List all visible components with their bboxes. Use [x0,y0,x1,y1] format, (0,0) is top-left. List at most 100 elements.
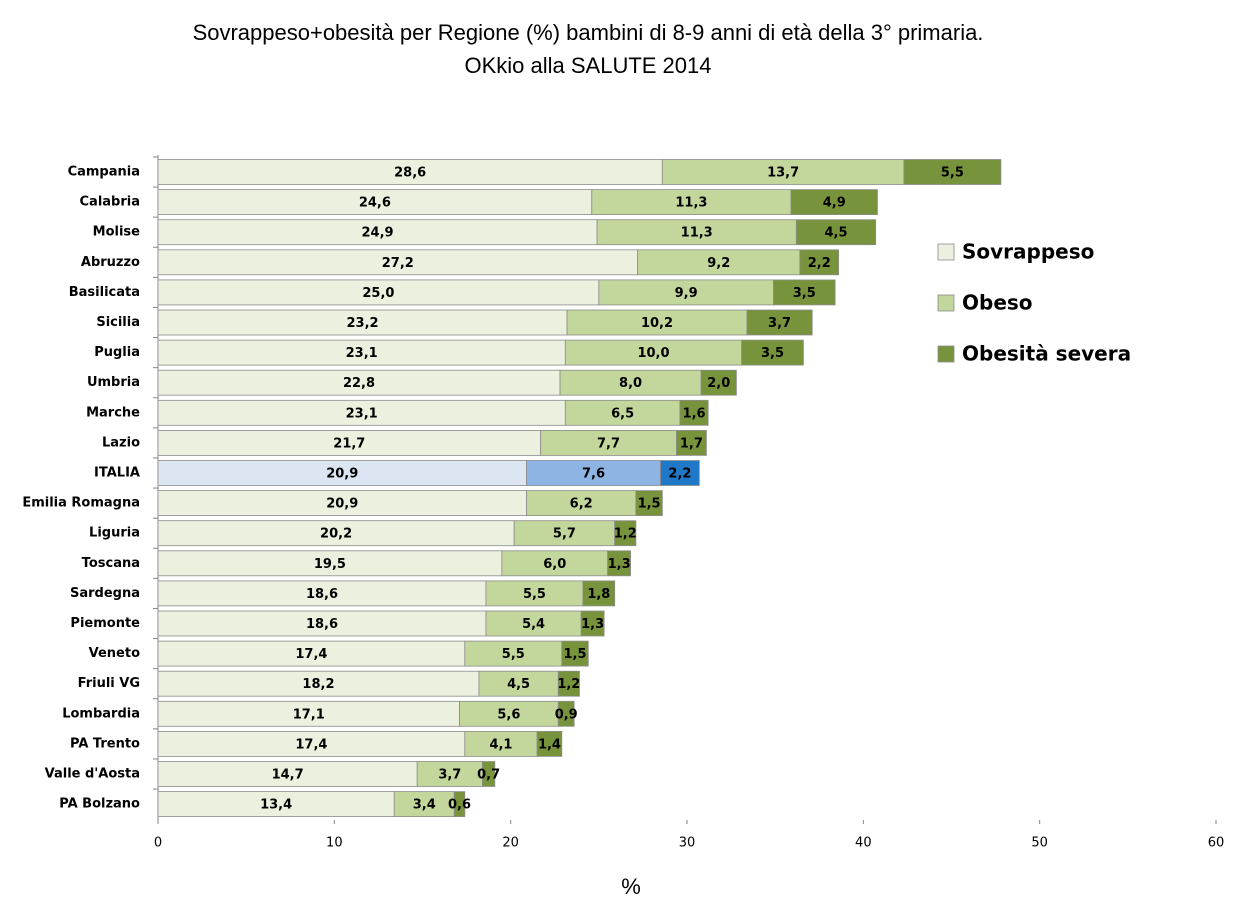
bar-segment [591,189,792,216]
data-label: 6,2 [570,497,593,512]
data-label: 17,4 [295,737,327,752]
bar-segment [790,189,878,216]
bar-segment [561,640,589,667]
data-label: 28,6 [394,166,426,181]
bar-segment [598,279,774,306]
category-label: Veneto [89,646,140,661]
data-label: 8,0 [619,376,642,391]
legend-swatch [937,294,955,312]
data-label: 1,5 [564,647,587,662]
data-label: 5,5 [502,647,525,662]
bar-segment [157,550,503,577]
data-label: 2,2 [668,467,691,482]
bar-segment [566,309,748,336]
data-label: 3,4 [413,798,436,813]
bar-segment [157,279,600,306]
bar-segment [464,731,538,757]
data-label: 17,1 [293,707,325,722]
bar-segment [540,429,677,456]
data-label: 5,5 [941,166,964,181]
data-label: 14,7 [272,768,304,783]
category-label: Molise [93,225,141,240]
bar-segment [559,369,702,396]
data-label: 10,0 [637,346,669,361]
data-label: 13,4 [260,798,292,813]
legend-swatch [937,345,955,363]
data-label: 27,2 [382,256,414,271]
bar-segment [157,339,566,366]
bar-segment [564,399,681,426]
bar-segment [582,580,616,607]
data-label: 6,5 [611,406,634,421]
data-label: 10,2 [641,316,673,331]
category-label: Abruzzo [81,255,140,270]
data-label: 4,9 [823,196,846,211]
category-label: Marche [86,405,140,420]
bar-segment [660,460,700,486]
legend-label: Sovrappeso [962,240,1094,264]
bar-segment [464,640,563,667]
data-label: 9,2 [707,256,730,271]
bar-segment [700,369,737,396]
data-label: 11,3 [675,196,707,211]
legend-label: Obesità severa [962,342,1131,366]
data-label: 24,9 [361,226,393,241]
data-label: 11,3 [681,226,713,241]
bar-segment [157,219,598,246]
data-label: 3,7 [438,768,461,783]
data-label: 18,6 [306,587,338,602]
data-label: 1,2 [614,527,637,542]
bar-segment [903,159,1002,185]
data-label: 17,4 [295,647,327,662]
data-label: 0,6 [448,798,471,813]
data-label: 21,7 [333,436,365,451]
bar-segment [157,580,487,607]
bar-segment [485,610,582,637]
bar-segment [157,249,639,276]
bar-segment [795,219,877,246]
category-label: Basilicata [69,285,140,300]
bar-segment [393,791,455,817]
x-tick-label: 10 [326,836,343,851]
data-label: 13,7 [767,166,799,181]
bar-segment [453,791,466,817]
category-label: ITALIA [94,466,140,481]
data-label: 4,1 [489,737,512,752]
data-label: 1,3 [608,557,631,572]
bar-segment [157,791,395,817]
data-label: 1,2 [557,677,580,692]
data-label: 7,7 [597,436,620,451]
bar-segment [157,309,568,336]
bar-segment [746,309,813,336]
category-label: PA Bolzano [59,797,140,812]
category-label: PA Trento [70,736,140,751]
data-label: 1,3 [581,617,604,632]
category-label: Friuli VG [78,676,140,691]
data-label: 5,5 [523,587,546,602]
bar-segment [157,399,566,426]
data-label: 3,7 [768,316,791,331]
bar-segment [513,520,616,547]
data-label: 2,2 [808,256,831,271]
data-label: 0,7 [477,768,500,783]
data-label: 22,8 [343,376,375,391]
category-label: Toscana [82,556,140,571]
category-label: Piemonte [70,616,140,631]
data-label: 23,2 [347,316,379,331]
data-label: 0,9 [555,707,578,722]
category-label: Lazio [102,435,140,450]
legend-label: Obeso [962,291,1033,315]
data-label: 20,2 [320,527,352,542]
legend-swatch [937,243,955,261]
data-label: 3,5 [761,346,784,361]
data-label: 6,0 [543,557,566,572]
data-label: 20,9 [326,497,358,512]
x-tick-label: 30 [679,836,696,851]
bar-segment [157,520,515,547]
category-label: Campania [68,165,140,180]
x-tick-label: 50 [1031,836,1048,851]
data-label: 24,6 [359,196,391,211]
category-label: Sicilia [96,315,140,330]
